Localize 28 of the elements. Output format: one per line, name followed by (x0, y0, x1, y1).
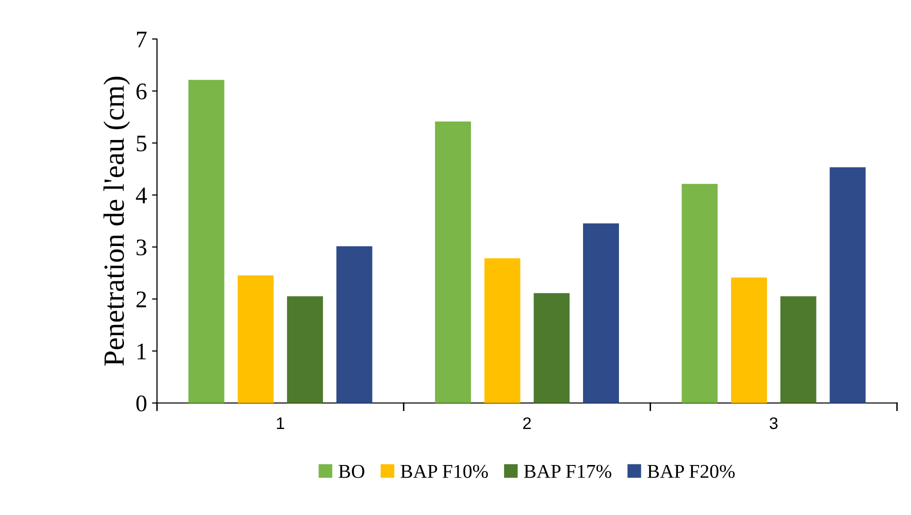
y-tick-label: 0 (136, 395, 146, 412)
bar (830, 167, 866, 403)
bar (780, 296, 816, 403)
bar (484, 258, 520, 403)
bar (731, 278, 767, 403)
y-tick-label: 3 (136, 240, 146, 256)
bar (336, 246, 372, 403)
bar (287, 296, 323, 403)
y-tick-label: 7 (137, 32, 147, 48)
y-tick-label: 5 (136, 136, 146, 152)
legend-label: BAP F10% (400, 464, 488, 478)
legend-label: BAP F17% (524, 464, 612, 478)
bar (435, 122, 471, 403)
y-tick-label: 2 (136, 292, 146, 308)
bar (534, 293, 570, 403)
legend-label: BAP F20% (647, 464, 735, 478)
x-tick-label: 1 (276, 418, 284, 429)
y-tick-label: 6 (136, 84, 147, 100)
y-tick-label: 4 (136, 188, 147, 204)
y-axis-title: Penetration de l'eau (cm) (103, 76, 130, 366)
bar (188, 80, 224, 403)
x-tick-label: 3 (770, 417, 778, 430)
x-tick-label: 2 (523, 417, 531, 429)
y-tick-label: 1 (138, 344, 146, 360)
bar (583, 223, 619, 403)
bar (682, 184, 718, 403)
bar (238, 275, 274, 403)
legend-label: BO (338, 464, 364, 478)
